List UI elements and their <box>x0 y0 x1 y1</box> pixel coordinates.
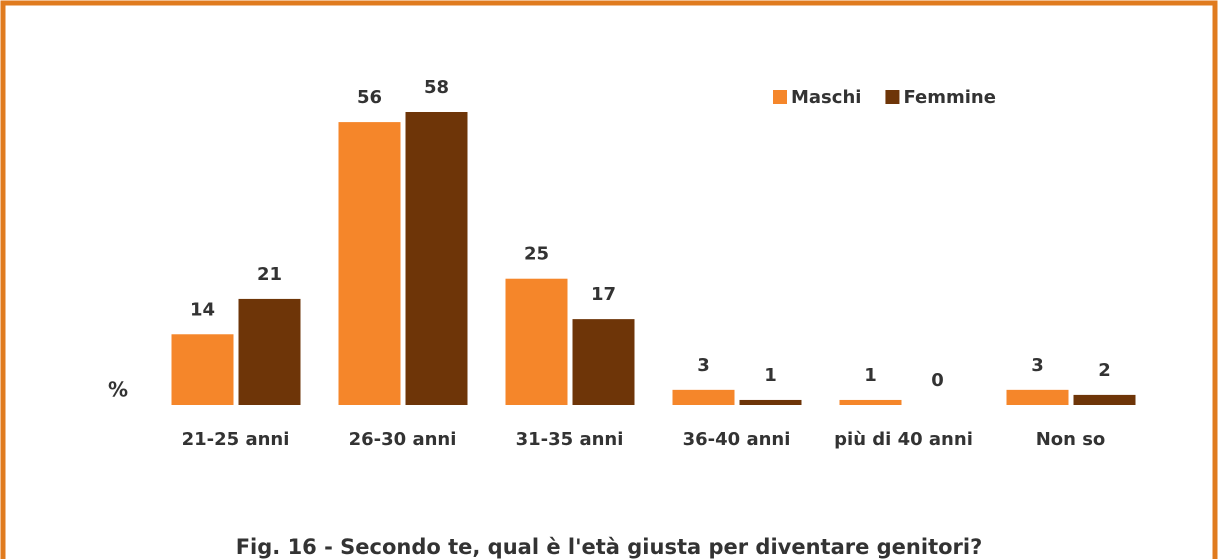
data-label: 2 <box>1098 360 1111 381</box>
x-tick-label: più di 40 anni <box>834 429 973 450</box>
data-label: 58 <box>424 77 449 98</box>
bar <box>839 399 902 405</box>
bar <box>171 334 234 405</box>
data-label: 1 <box>764 365 777 386</box>
data-label: 3 <box>697 355 710 376</box>
bar <box>1006 389 1069 405</box>
data-label: 21 <box>257 264 282 285</box>
bar <box>338 122 401 405</box>
data-label: 56 <box>357 87 382 108</box>
data-label: 25 <box>524 244 549 265</box>
x-tick-label: Non so <box>1036 429 1106 450</box>
x-tick-label: 36-40 anni <box>683 429 791 450</box>
bar <box>405 112 468 405</box>
legend-swatch <box>773 90 787 104</box>
bar <box>572 319 635 405</box>
bar <box>672 389 735 405</box>
x-tick-label: 21-25 anni <box>182 429 290 450</box>
x-tick-label: 31-35 anni <box>516 429 624 450</box>
data-label: 14 <box>190 299 215 320</box>
y-axis-label: % <box>108 378 128 402</box>
legend-swatch <box>885 90 900 104</box>
legend-label: Maschi <box>791 87 861 108</box>
data-label: 17 <box>591 284 616 305</box>
data-label: 1 <box>864 365 877 386</box>
bar <box>505 278 568 405</box>
x-tick-label: 26-30 anni <box>349 429 457 450</box>
data-label: 0 <box>931 370 944 391</box>
legend-label: Femmine <box>903 87 995 108</box>
data-label: 3 <box>1031 355 1044 376</box>
bar <box>238 298 301 405</box>
chart-title: Fig. 16 - Secondo te, qual è l'età giust… <box>236 535 983 559</box>
bar <box>739 399 802 405</box>
bar <box>1073 394 1136 405</box>
